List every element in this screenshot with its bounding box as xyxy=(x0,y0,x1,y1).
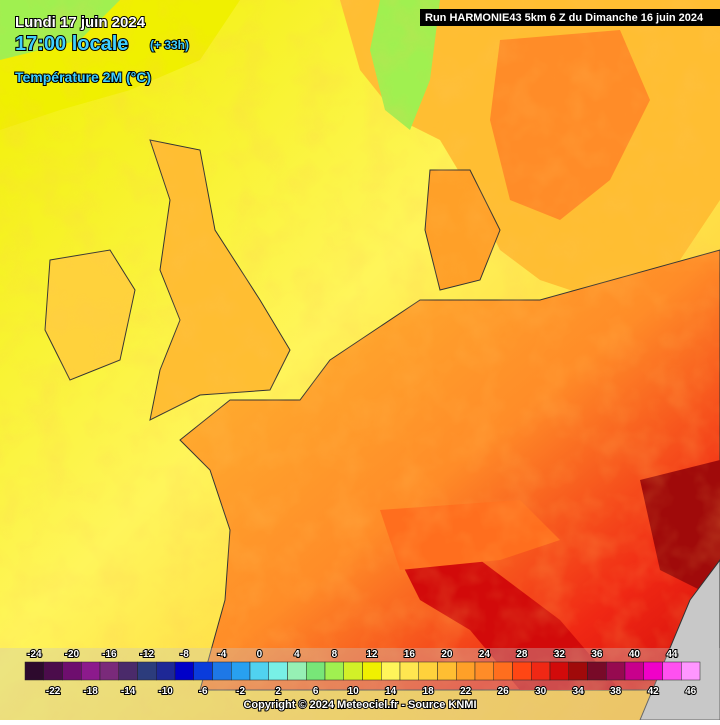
scale-box xyxy=(681,661,701,681)
scale-box xyxy=(512,661,532,681)
copyright: Copyright © 2024 Meteociel.fr - Source K… xyxy=(243,699,476,711)
offset-label: (+ 33h) xyxy=(150,38,189,52)
scale-box xyxy=(643,661,663,681)
scale-label: -18 xyxy=(83,686,98,697)
scale-label: 30 xyxy=(535,686,547,697)
scale-label: -8 xyxy=(180,649,189,660)
scale-box xyxy=(399,661,419,681)
scale-label: -22 xyxy=(46,686,61,697)
scale-box xyxy=(174,661,194,681)
scale-box xyxy=(662,661,682,681)
scale-box xyxy=(343,661,363,681)
scale-box xyxy=(531,661,551,681)
scale-label: 18 xyxy=(423,686,435,697)
scale-box xyxy=(381,661,401,681)
scale-box xyxy=(306,661,326,681)
scale-box xyxy=(212,661,232,681)
scale-box xyxy=(437,661,457,681)
date-label: Lundi 17 juin 2024 xyxy=(15,14,146,31)
scale-label: 44 xyxy=(666,649,678,660)
scale-label: 4 xyxy=(294,649,300,660)
scale-label: 24 xyxy=(479,649,491,660)
scale-label: 14 xyxy=(385,686,397,697)
scale-label: 22 xyxy=(460,686,472,697)
scale-label: -24 xyxy=(27,649,42,660)
scale-label: 2 xyxy=(275,686,281,697)
scale-label: 42 xyxy=(648,686,660,697)
scale-box xyxy=(493,661,513,681)
scale-box xyxy=(268,661,288,681)
scale-label: 36 xyxy=(591,649,603,660)
scale-box xyxy=(324,661,344,681)
scale-label: -10 xyxy=(158,686,173,697)
scale-label: -4 xyxy=(217,649,226,660)
scale-label: 16 xyxy=(404,649,416,660)
parameter-label: Température 2M (°C) xyxy=(15,69,151,85)
scale-label: 26 xyxy=(498,686,510,697)
scale-box xyxy=(587,661,607,681)
scale-label: 38 xyxy=(610,686,622,697)
scale-label: 10 xyxy=(348,686,360,697)
scale-box xyxy=(62,661,82,681)
scale-box xyxy=(362,661,382,681)
scale-box xyxy=(249,661,269,681)
legend-backdrop xyxy=(0,648,720,720)
scale-box xyxy=(99,661,119,681)
scale-box xyxy=(474,661,494,681)
scale-label: -6 xyxy=(199,686,208,697)
scale-label: 20 xyxy=(441,649,453,660)
scale-box xyxy=(24,661,44,681)
scale-label: -2 xyxy=(236,686,245,697)
scale-label: 46 xyxy=(685,686,697,697)
scale-box xyxy=(624,661,644,681)
scale-label: 8 xyxy=(332,649,338,660)
scale-box xyxy=(137,661,157,681)
scale-label: -20 xyxy=(65,649,80,660)
scale-box xyxy=(193,661,213,681)
scale-label: 40 xyxy=(629,649,641,660)
scale-label: 34 xyxy=(573,686,585,697)
scale-label: -16 xyxy=(102,649,117,660)
scale-box xyxy=(549,661,569,681)
time-label: 17:00 locale xyxy=(15,33,128,55)
scale-box xyxy=(418,661,438,681)
scale-label: 12 xyxy=(366,649,378,660)
scale-label: 6 xyxy=(313,686,319,697)
run-box xyxy=(420,9,720,26)
scale-box xyxy=(231,661,251,681)
scale-box xyxy=(43,661,63,681)
scale-label: 0 xyxy=(257,649,263,660)
scale-label: 28 xyxy=(516,649,528,660)
color-scale: -24-22-20-18-16-14-12-10-8-6-4-202468101… xyxy=(24,648,701,698)
run-label: Run HARMONIE43 5km 6 Z du Dimanche 16 ju… xyxy=(425,12,704,24)
scale-box xyxy=(568,661,588,681)
scale-box xyxy=(456,661,476,681)
scale-label: 32 xyxy=(554,649,566,660)
scale-label: -12 xyxy=(140,649,155,660)
scale-box xyxy=(606,661,626,681)
scale-box xyxy=(118,661,138,681)
scale-box xyxy=(81,661,101,681)
scale-box xyxy=(156,661,176,681)
scale-label: -14 xyxy=(121,686,136,697)
scale-box xyxy=(287,661,307,681)
